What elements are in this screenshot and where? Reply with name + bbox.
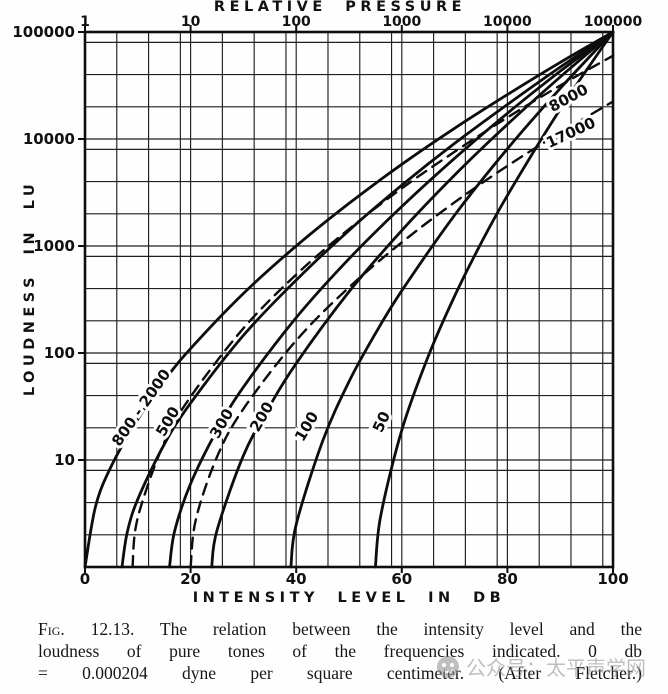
bottom-tick-label: 20: [180, 570, 201, 588]
bottom-tick-label: 80: [497, 570, 518, 588]
bottom-axis-title: INTENSITY LEVEL IN DB: [193, 590, 505, 606]
figure-number: Fig. 12.13.: [38, 619, 135, 639]
left-tick-label: 10: [54, 451, 75, 469]
curve-100: [289, 30, 615, 569]
bottom-tick-label: 100: [597, 570, 628, 588]
bottom-tick-label: 0: [80, 570, 90, 588]
caption-line-2: loudness of pure tones of the frequencie…: [38, 641, 642, 661]
curve-8000: [131, 54, 615, 569]
top-tick-label: 100000: [584, 14, 643, 30]
curve-50: [374, 30, 615, 569]
caption-line-3: = 0.000204 dyne per square centimeter. (…: [38, 663, 642, 683]
curve-200: [210, 30, 615, 569]
curve-500: [120, 30, 615, 569]
top-tick-label: 100: [282, 14, 311, 30]
left-axis-title: LOUDNESS IN LU: [22, 180, 38, 396]
curve-17000: [189, 100, 615, 569]
plot-border: [83, 30, 615, 569]
top-tick-label: 1: [80, 14, 90, 30]
top-tick-label: 1000: [382, 14, 421, 30]
curve-label-200: 200: [246, 399, 277, 435]
caption-line-1: Fig. 12.13. The relation between the int…: [38, 618, 642, 640]
left-tick-label: 100: [44, 344, 75, 362]
curve-label-50: 50: [369, 409, 394, 436]
top-tick-label: 10: [181, 14, 201, 30]
left-tick-label: 10000: [23, 130, 75, 148]
loudness-vs-intensity-chart: 1 10 100 1000 10000 100000 0 20 40 60 80 100 100000 1…: [12, 0, 643, 606]
curve-800-2000: [83, 30, 615, 569]
top-tick-label: 10000: [483, 14, 532, 30]
left-tick-label: 100000: [12, 23, 75, 41]
curve-300: [168, 30, 615, 569]
bottom-tick-label: 40: [286, 570, 307, 588]
top-axis-title: RELATIVE PRESSURE: [214, 0, 466, 15]
figure-caption: Fig. 12.13. The relation between the int…: [38, 618, 642, 684]
bottom-tick-label: 60: [391, 570, 412, 588]
left-tick-label: 1000: [33, 237, 75, 255]
caption-text-1: The relation between the intensity level…: [159, 619, 642, 639]
curve-label-8000: 8000: [546, 80, 591, 115]
